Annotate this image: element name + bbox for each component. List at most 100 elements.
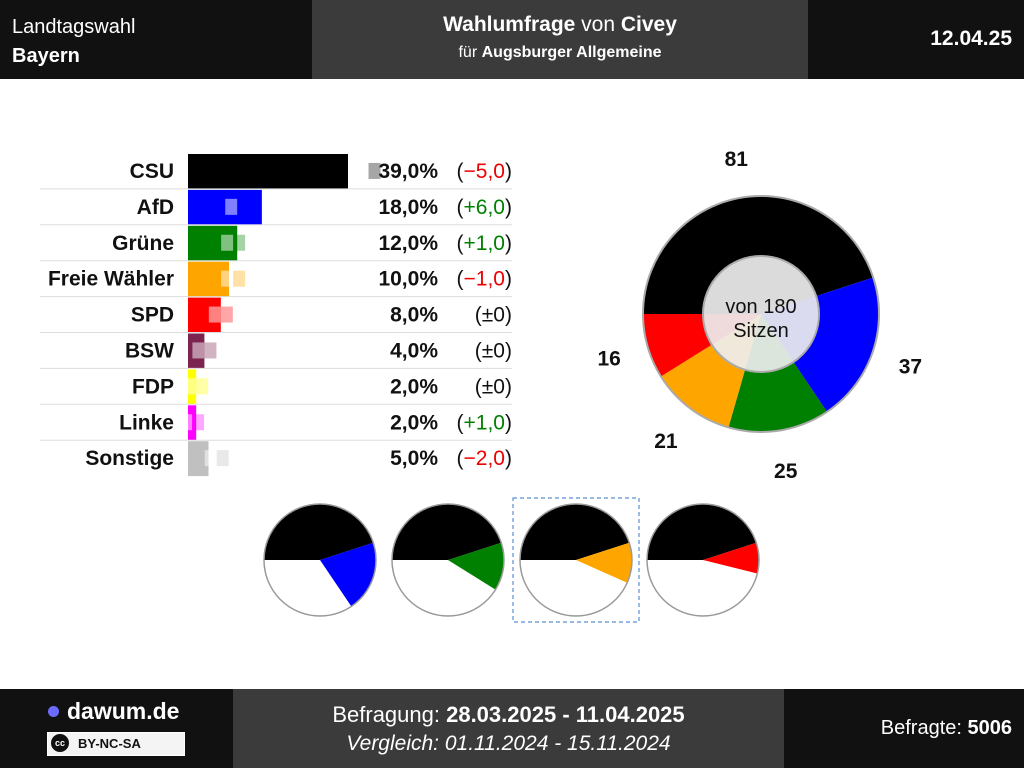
poll-title-line: Wahlumfrage von Civey xyxy=(312,12,808,38)
previous-marker xyxy=(204,450,217,467)
value-label: 5,0% xyxy=(390,447,438,470)
coalition-pie-outline xyxy=(519,503,633,617)
coalition-slice-freie-wähler xyxy=(576,542,633,583)
coalition-slice-grüne xyxy=(448,542,504,590)
donut-outline xyxy=(642,195,880,433)
poll-client-line: für Augsburger Allgemeine xyxy=(312,38,808,68)
coalition-highlight xyxy=(512,497,640,623)
previous-marker xyxy=(220,306,233,323)
party-label: Linke xyxy=(119,411,174,434)
party-label: Sonstige xyxy=(85,447,174,470)
party-label: SPD xyxy=(131,304,174,327)
seat-count-label: 25 xyxy=(774,460,798,483)
value-label: 4,0% xyxy=(390,339,438,362)
respondents-label: Befragte: xyxy=(880,717,968,739)
creative-commons-icon: cc xyxy=(51,734,69,752)
seat-count-label: 81 xyxy=(725,148,749,171)
coalition-pie-outline xyxy=(263,503,377,617)
comparison-period: Vergleich: 01.11.2024 - 15.11.2024 xyxy=(346,732,671,755)
respondents-count: 5006 xyxy=(967,717,1013,739)
value-label: 39,0% xyxy=(378,160,438,183)
previous-marker xyxy=(221,234,234,251)
change-label: (±0) xyxy=(475,304,512,327)
change-label: (+6,0) xyxy=(457,196,512,219)
coalition-pie-outline xyxy=(391,503,505,617)
bar-csu xyxy=(188,154,348,189)
party-label: AfD xyxy=(137,196,174,219)
previous-marker xyxy=(180,414,193,431)
change-label: (−1,0) xyxy=(457,268,512,291)
value-label: 2,0% xyxy=(390,411,438,434)
election-type: Landtagswahl xyxy=(12,16,136,38)
bar-afd xyxy=(188,189,262,225)
party-label: FDP xyxy=(132,375,174,398)
previous-marker xyxy=(204,342,217,359)
change-label: (+1,0) xyxy=(457,232,512,255)
coalition-slice-csu xyxy=(264,504,374,560)
value-label: 8,0% xyxy=(390,304,438,327)
header: Landtagswahl Bayern Wahlumfrage von Cive… xyxy=(0,0,1024,79)
previous-marker xyxy=(192,414,205,431)
pollster-name: Civey xyxy=(620,13,677,36)
coalition-slice-csu xyxy=(520,504,630,560)
party-label: BSW xyxy=(125,339,174,362)
client-prefix: für xyxy=(458,44,482,61)
branding: dawum.de cc BY-NC-SA xyxy=(0,689,233,768)
site-name: dawum.de xyxy=(67,698,180,724)
party-label: CSU xyxy=(130,160,174,183)
footer: dawum.de cc BY-NC-SA Befragung: 28.03.20… xyxy=(0,689,1024,768)
publish-date: 12.04.25 xyxy=(930,27,1012,50)
previous-marker xyxy=(184,378,197,395)
seat-total-line2: Sitzen xyxy=(733,320,789,342)
seat-slice xyxy=(643,195,874,314)
seat-total-line1: von 180 xyxy=(725,296,796,318)
change-label: (±0) xyxy=(475,339,512,362)
donut-hole xyxy=(702,255,820,373)
election-region: Bayern xyxy=(12,45,80,67)
survey-period: 28.03.2025 - 11.04.2025 xyxy=(446,702,685,727)
value-label: 10,0% xyxy=(378,268,438,291)
previous-marker xyxy=(208,306,221,323)
client-name: Augsburger Allgemeine xyxy=(481,44,662,61)
seat-count-label: 16 xyxy=(597,348,620,371)
poll-word: Wahlumfrage xyxy=(443,13,576,36)
seat-count-label: 37 xyxy=(899,355,922,378)
poll-von: von xyxy=(575,13,621,36)
survey-period-line: Befragung: 28.03.2025 - 11.04.2025 xyxy=(233,701,784,729)
coalition-slice-afd xyxy=(320,542,376,607)
previous-marker xyxy=(368,162,381,179)
value-label: 12,0% xyxy=(378,232,438,255)
license-text: BY-NC-SA xyxy=(78,736,141,751)
value-label: 2,0% xyxy=(390,375,438,398)
coalition-slice-spd xyxy=(703,542,759,574)
survey-info: Befragung: 28.03.2025 - 11.04.2025 Vergl… xyxy=(233,689,784,768)
party-label: Grüne xyxy=(112,232,174,255)
previous-marker xyxy=(225,198,238,215)
change-label: (−5,0) xyxy=(457,160,512,183)
value-label: 18,0% xyxy=(378,196,438,219)
previous-marker xyxy=(221,270,234,287)
site-logo[interactable]: dawum.de xyxy=(48,698,179,725)
previous-marker xyxy=(233,234,246,251)
logo-icon xyxy=(48,706,59,717)
election-title: Landtagswahl Bayern xyxy=(12,13,135,71)
previous-marker xyxy=(216,450,229,467)
poll-title: Wahlumfrage von Civey für Augsburger All… xyxy=(312,0,808,79)
survey-label: Befragung: xyxy=(332,702,447,727)
previous-marker xyxy=(233,270,246,287)
previous-marker xyxy=(356,162,369,179)
previous-marker xyxy=(192,342,205,359)
change-label: (−2,0) xyxy=(457,447,512,470)
license-badge[interactable]: cc BY-NC-SA xyxy=(47,732,185,756)
previous-marker xyxy=(237,198,250,215)
coalition-slice-csu xyxy=(647,504,757,560)
coalition-slice-csu xyxy=(392,504,502,560)
change-label: (+1,0) xyxy=(457,411,512,434)
coalition-pie-outline xyxy=(646,503,760,617)
seat-count-label: 21 xyxy=(654,430,678,453)
previous-marker xyxy=(196,378,209,395)
respondents-info: Befragte: 5006 xyxy=(881,717,1012,740)
bar-sonstige xyxy=(188,441,209,477)
change-label: (±0) xyxy=(475,375,512,398)
